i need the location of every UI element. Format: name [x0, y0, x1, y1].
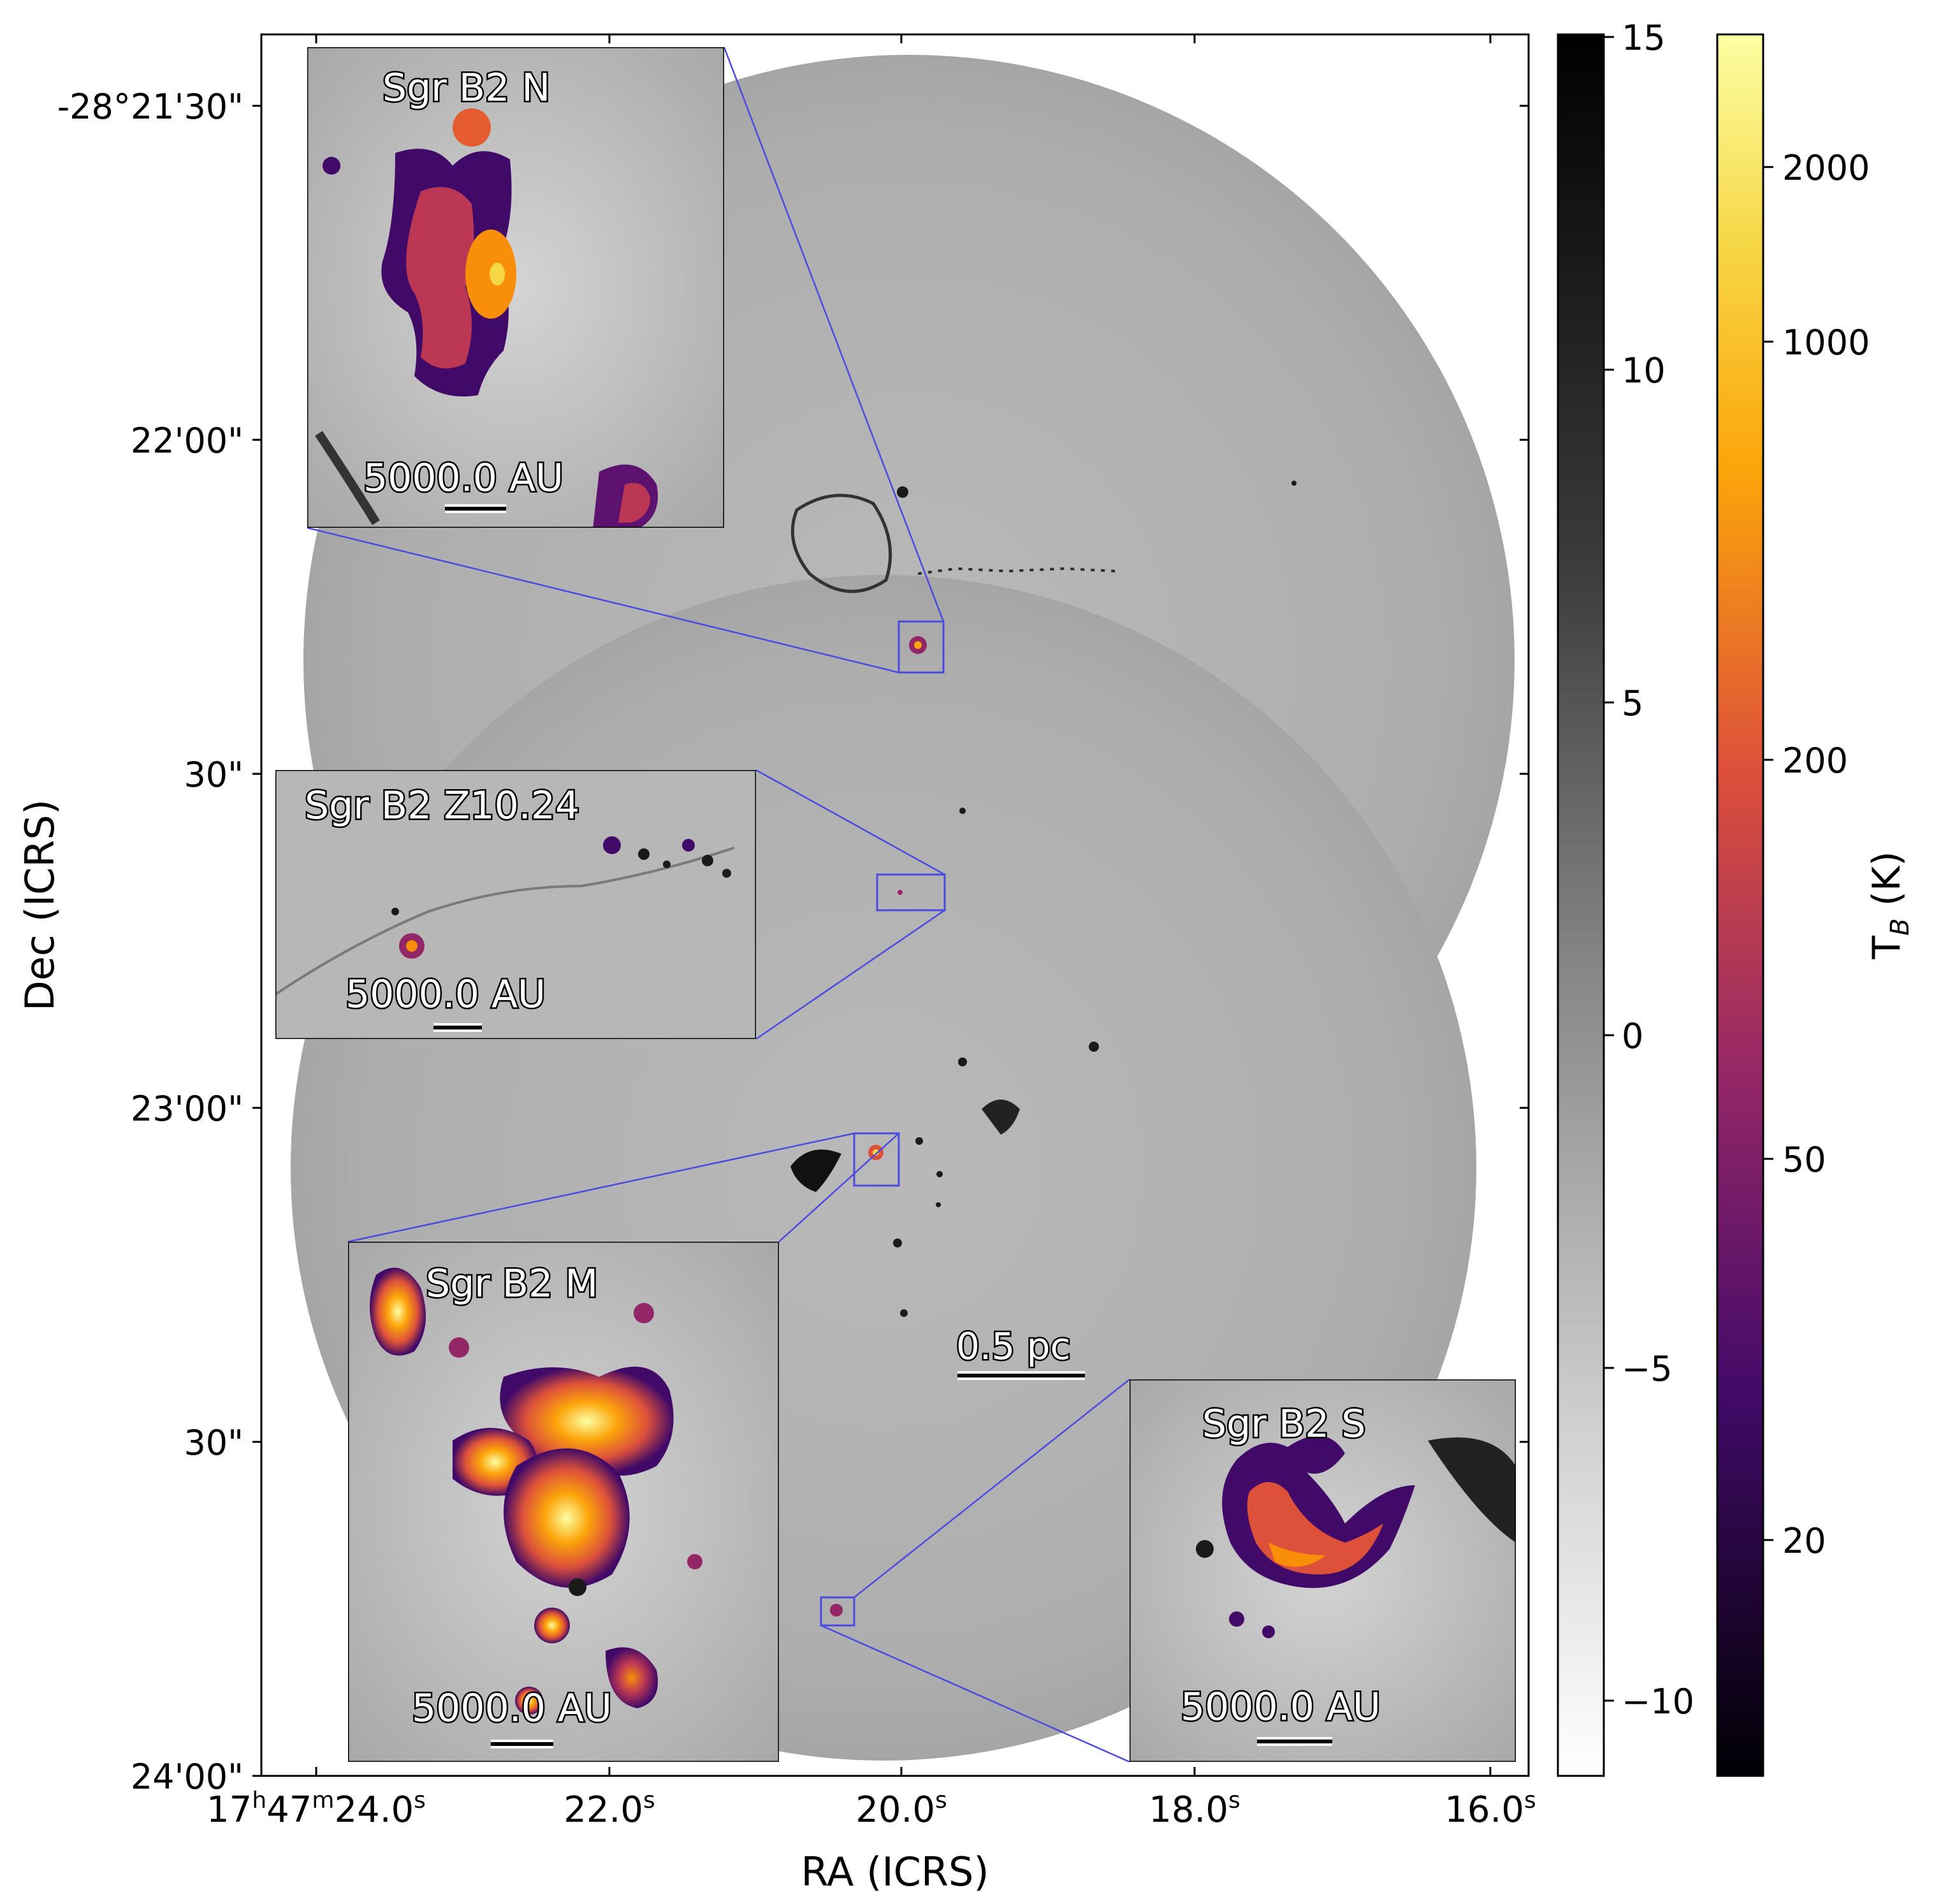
colorbar-gray-tick: 10: [1622, 351, 1666, 391]
y-tick-labels: -28°21'30" 22'00" 30" 23'00" 30" 24'00": [57, 87, 244, 1797]
inset-n-scalebar-label: 5000.0 AU: [363, 456, 563, 500]
y-ticks: [252, 105, 1529, 1777]
x-tick-label: 18.0s: [1149, 1787, 1240, 1831]
colorbar-inferno-tick: 50: [1782, 1140, 1826, 1180]
y-tick-label: 23'00": [131, 1089, 244, 1129]
x-tick-labels: 17h47m24.0s 22.0s 20.0s 18.0s 16.0s: [207, 1787, 1536, 1831]
y-tick-label: 22'00": [131, 421, 244, 461]
inset-sgr-b2-n: Sgr B2 N 5000.0 AU: [307, 47, 724, 528]
colorbar-inferno: 2000 1000 200 50 20 TB (K): [1716, 33, 1915, 1777]
colorbar-inferno-tick: 2000: [1782, 148, 1870, 188]
colorbar-inferno-tick: 200: [1782, 741, 1848, 781]
source-markers: [830, 636, 927, 1617]
inset-z-scalebar-label: 5000.0 AU: [345, 972, 546, 1017]
x-tick-label: 22.0s: [563, 1787, 655, 1831]
main-scalebar-label: 0.5 pc: [956, 1325, 1070, 1368]
x-tick-label: 17h47m24.0s: [207, 1787, 426, 1831]
x-axis-label: RA (ICRS): [801, 1849, 989, 1895]
inset-sgr-b2-z10-24: Sgr B2 Z10.24 5000.0 AU: [275, 770, 756, 1039]
colorbar-inferno-tick: 1000: [1782, 323, 1870, 363]
y-tick-label: 30": [184, 755, 244, 795]
y-tick-label: -28°21'30": [57, 87, 244, 127]
inset-z-label: Sgr B2 Z10.24: [305, 783, 579, 828]
inset-s-label: Sgr B2 S: [1202, 1402, 1365, 1446]
y-tick-label: 24'00": [131, 1757, 244, 1797]
inset-n-label: Sgr B2 N: [382, 66, 550, 110]
y-tick-label: 30": [184, 1423, 244, 1463]
inset-sgr-b2-s: Sgr B2 S 5000.0 AU: [1130, 1379, 1516, 1762]
main-scalebar: 0.5 pc: [955, 1323, 1085, 1380]
colorbar-gray-tick: 0: [1622, 1016, 1643, 1056]
colorbar-gray: 15 10 5 0 −5 −10: [1557, 18, 1694, 1777]
inset-m-scalebar-label: 5000.0 AU: [412, 1686, 612, 1731]
connector-lines: [307, 47, 1130, 1763]
colorbar-gray-tick: −10: [1622, 1682, 1694, 1722]
colorbar-inferno-tick: 20: [1782, 1521, 1826, 1561]
source-boxes: [820, 620, 946, 1627]
colorbar-gray-tick: 5: [1622, 683, 1643, 723]
inset-s-scalebar-label: 5000.0 AU: [1181, 1685, 1381, 1729]
colorbar-inferno-label: TB (K): [1865, 851, 1915, 959]
colorbar-gray-bar: [1557, 33, 1605, 1777]
colorbar-gray-tick: −5: [1622, 1349, 1673, 1389]
y-axis-label: Dec (ICRS): [17, 799, 63, 1011]
inset-sgr-b2-m: Sgr B2 M 5000.0 AU: [348, 1242, 779, 1762]
x-ticks: [315, 34, 1492, 1776]
x-tick-label: 20.0s: [855, 1787, 947, 1831]
inset-m-label: Sgr B2 M: [426, 1261, 598, 1306]
axes-frame: [260, 33, 1530, 1777]
emission-features: [790, 481, 1297, 1317]
x-tick-label: 16.0s: [1444, 1787, 1536, 1831]
colorbar-inferno-bar: [1716, 33, 1764, 1777]
colorbar-gray-tick: 15: [1622, 18, 1666, 58]
